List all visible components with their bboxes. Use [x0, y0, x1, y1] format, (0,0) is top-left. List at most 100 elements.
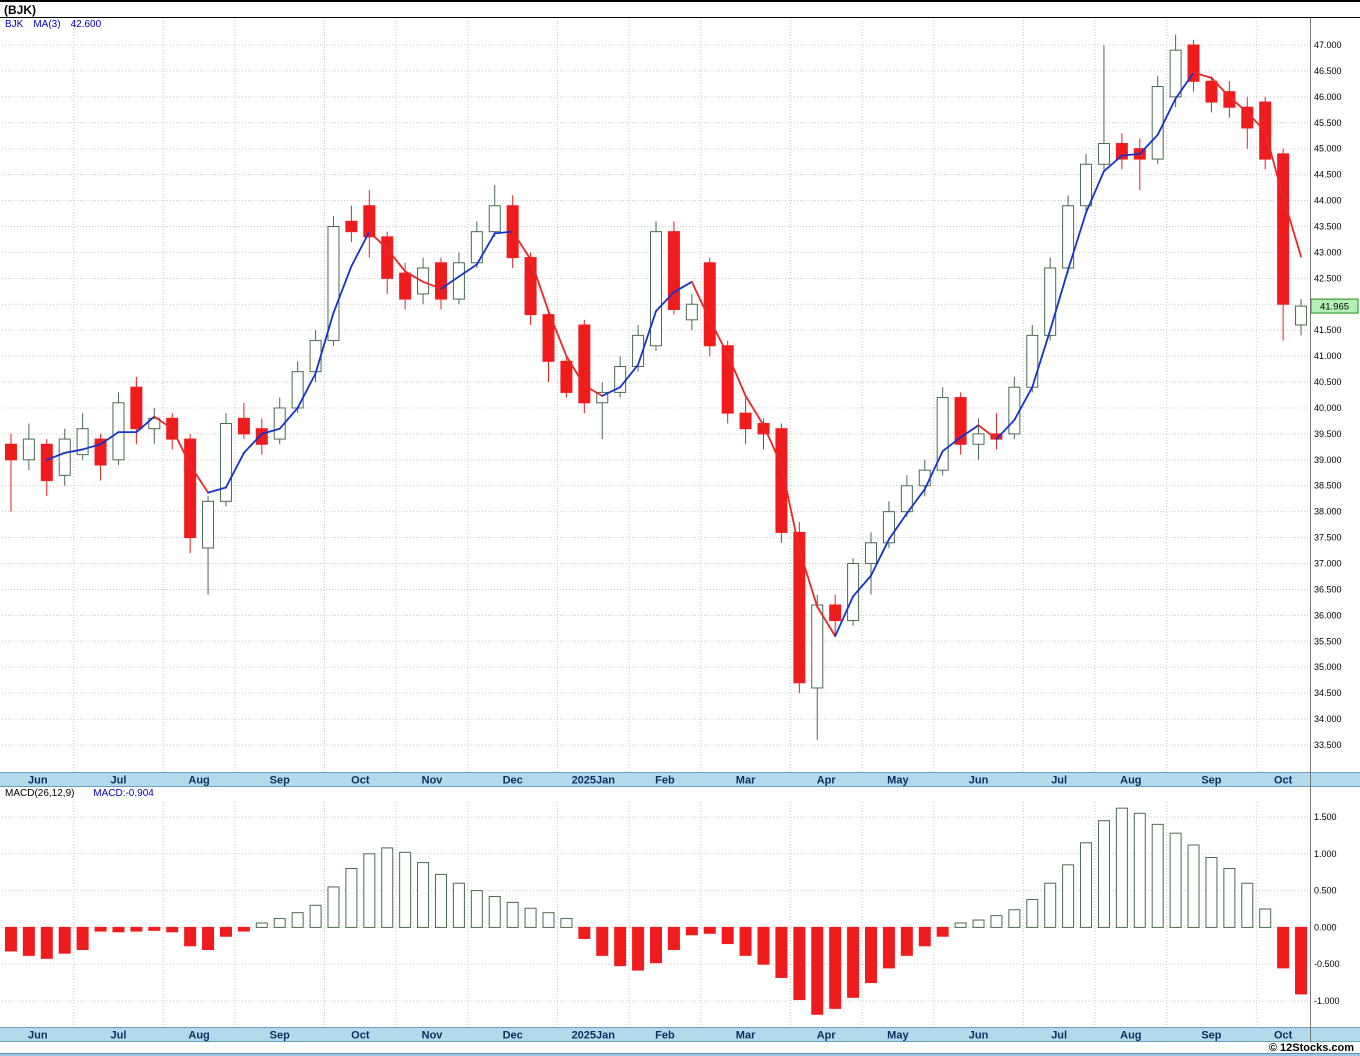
candle	[452, 262, 465, 300]
price-tick-label: 44.000	[1314, 196, 1342, 206]
candle	[667, 231, 680, 310]
month-label: 2025Jan	[572, 1030, 616, 1042]
price-tick-label: 44.500	[1314, 170, 1342, 180]
month-label: Oct	[1274, 775, 1293, 787]
macd-bar	[291, 912, 304, 928]
macd-bar	[865, 926, 878, 984]
macd-bar	[811, 926, 824, 1015]
candle	[739, 412, 752, 430]
candle	[184, 438, 197, 539]
bottom-bar	[0, 1053, 1360, 1056]
candle	[775, 428, 788, 533]
month-label: Sep	[270, 775, 290, 787]
price-tick-label: 46.000	[1314, 92, 1342, 102]
macd-bar	[94, 926, 107, 932]
macd-bar	[936, 926, 949, 937]
candle	[1169, 49, 1182, 98]
candle	[202, 500, 215, 549]
candle	[255, 428, 268, 445]
candle	[721, 345, 734, 414]
candle	[1187, 44, 1200, 82]
month-label: Feb	[655, 1030, 675, 1042]
candle	[900, 485, 913, 513]
macd-bar	[739, 926, 752, 956]
month-label: Jun	[28, 775, 48, 787]
candle	[524, 257, 537, 316]
macd-bar	[76, 926, 89, 950]
macd-bar	[434, 873, 447, 928]
price-gridlines	[2, 20, 1310, 772]
legend-ma-value: 42.600	[70, 19, 102, 30]
price-tick-label: 40.000	[1314, 403, 1342, 413]
price-tick-label: 43.000	[1314, 247, 1342, 257]
macd-bar	[1295, 926, 1308, 995]
macd-bar	[1044, 882, 1057, 928]
candle	[1223, 91, 1236, 108]
macd-histogram	[4, 807, 1308, 1015]
macd-bar	[202, 926, 215, 950]
price-tick-label: 36.500	[1314, 584, 1342, 594]
macd-bar	[399, 851, 412, 928]
candle	[327, 225, 340, 342]
candle	[130, 386, 143, 430]
macd-bar	[130, 926, 143, 932]
candle	[936, 397, 949, 471]
macd-bar	[506, 901, 519, 928]
macd-bar	[22, 926, 35, 956]
macd-bar	[381, 847, 394, 928]
price-tick-label: 37.000	[1314, 559, 1342, 569]
ma-line	[45, 71, 1302, 638]
macd-month-axis: Jun Jul Aug Sep Oct Nov Dec 2025Jan Feb Mar Apr May…	[0, 1027, 1360, 1042]
candle	[1295, 305, 1308, 326]
price-tick-label: 41.000	[1314, 351, 1342, 361]
macd-bar	[470, 890, 483, 928]
candle	[560, 360, 573, 393]
price-tick-label: 42.500	[1314, 273, 1342, 283]
macd-bar	[452, 882, 465, 928]
macd-bar	[882, 926, 895, 969]
macd-bar	[273, 918, 286, 928]
price-tick-label: 47.000	[1314, 40, 1342, 50]
macd-tick-label: -1.000	[1314, 996, 1340, 1006]
price-tick-label: 36.000	[1314, 610, 1342, 620]
price-tick-label: 39.000	[1314, 455, 1342, 465]
macd-bar	[685, 926, 698, 936]
price-month-axis: Jun Jul Aug Sep Oct Nov Dec 2025Jan Feb Mar Apr May…	[0, 772, 1360, 787]
candle	[22, 438, 35, 461]
macd-bar	[918, 926, 931, 947]
macd-bar	[1277, 926, 1290, 969]
candle	[94, 438, 107, 466]
month-label: Oct	[351, 775, 370, 787]
candle	[148, 417, 161, 430]
month-label: Jul	[1051, 775, 1067, 787]
macd-bar	[990, 915, 1003, 928]
candle	[596, 391, 609, 404]
candle	[40, 443, 53, 482]
macd-tick-label: 1.000	[1314, 849, 1337, 859]
candle	[847, 563, 860, 622]
candle	[4, 443, 17, 461]
candle	[578, 324, 591, 404]
candle	[1026, 334, 1039, 388]
candle	[829, 604, 842, 622]
month-label: Dec	[503, 775, 523, 787]
macd-gridlines	[2, 802, 1310, 1027]
price-tick-label: 38.500	[1314, 481, 1342, 491]
price-tick-label: 35.000	[1314, 662, 1342, 672]
month-label: Sep	[270, 1030, 290, 1042]
macd-bar	[524, 907, 537, 928]
macd-bar	[1241, 882, 1254, 928]
macd-bar	[488, 895, 501, 928]
macd-bar	[650, 926, 662, 964]
candle	[58, 438, 71, 476]
price-tick-label: 39.500	[1314, 429, 1342, 439]
macd-bar	[1008, 909, 1021, 928]
macd-tick-label: -0.500	[1314, 959, 1340, 969]
macd-tick-label: 0.500	[1314, 886, 1337, 896]
macd-title: MACD(26,12,9)	[5, 788, 75, 799]
macd-bar	[1187, 844, 1200, 928]
candle	[1151, 85, 1164, 160]
month-label: Aug	[188, 775, 209, 787]
macd-bar	[1133, 812, 1146, 928]
macd-bar	[237, 926, 250, 932]
